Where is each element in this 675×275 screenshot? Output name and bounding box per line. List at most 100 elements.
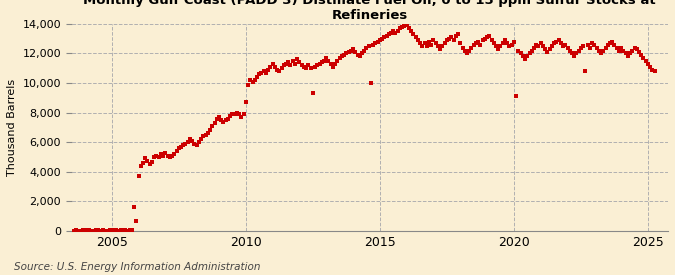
Point — [124, 228, 135, 233]
Point — [573, 48, 584, 53]
Point — [544, 47, 555, 51]
Point — [377, 37, 387, 41]
Point — [558, 44, 568, 48]
Point — [319, 59, 329, 63]
Point — [82, 228, 92, 233]
Point — [336, 54, 347, 59]
Point — [477, 38, 488, 42]
Point — [450, 34, 461, 38]
Point — [529, 45, 539, 50]
Point — [564, 48, 575, 53]
Point — [223, 116, 234, 121]
Point — [162, 153, 173, 158]
Point — [497, 41, 508, 45]
Point — [202, 131, 213, 136]
Point — [649, 69, 660, 73]
Point — [643, 62, 653, 66]
Point — [508, 39, 519, 44]
Point — [622, 54, 633, 59]
Point — [576, 45, 587, 50]
Point — [109, 228, 119, 233]
Point — [213, 115, 224, 119]
Point — [433, 44, 443, 48]
Point — [641, 59, 651, 63]
Point — [493, 47, 504, 51]
Point — [305, 66, 316, 70]
Point — [399, 24, 410, 28]
Point — [327, 65, 338, 69]
Point — [220, 118, 231, 122]
Point — [363, 44, 374, 48]
Point — [406, 29, 416, 34]
Point — [556, 41, 566, 45]
Point — [417, 44, 428, 48]
Point — [560, 42, 570, 47]
Point — [598, 48, 609, 53]
Point — [84, 228, 95, 233]
Point — [435, 47, 446, 51]
Point — [455, 41, 466, 45]
Point — [600, 45, 611, 50]
Point — [638, 56, 649, 60]
Point — [482, 35, 493, 39]
Point — [68, 228, 79, 233]
Point — [176, 144, 186, 149]
Point — [294, 60, 305, 65]
Point — [410, 35, 421, 39]
Point — [104, 228, 115, 233]
Point — [238, 112, 249, 116]
Point — [90, 228, 101, 233]
Point — [288, 59, 298, 63]
Point — [414, 41, 425, 45]
Point — [184, 137, 195, 141]
Point — [589, 42, 599, 47]
Point — [441, 38, 452, 42]
Point — [261, 70, 271, 75]
Point — [321, 56, 331, 60]
Point — [281, 62, 292, 66]
Point — [578, 44, 589, 48]
Point — [140, 156, 151, 161]
Point — [472, 39, 483, 44]
Point — [542, 50, 553, 54]
Point — [412, 38, 423, 42]
Point — [245, 78, 256, 82]
Point — [138, 161, 148, 165]
Point — [196, 137, 207, 141]
Point — [388, 29, 399, 34]
Point — [511, 94, 522, 98]
Point — [645, 65, 655, 69]
Point — [500, 38, 510, 42]
Point — [554, 38, 564, 42]
Point — [627, 48, 638, 53]
Point — [298, 65, 309, 69]
Point — [158, 153, 169, 158]
Point — [426, 42, 437, 47]
Point — [466, 45, 477, 50]
Point — [397, 25, 408, 29]
Point — [462, 51, 472, 56]
Point — [80, 228, 90, 233]
Point — [408, 32, 418, 37]
Point — [93, 228, 104, 233]
Point — [404, 26, 414, 31]
Point — [211, 116, 222, 121]
Point — [464, 48, 475, 53]
Point — [325, 62, 336, 66]
Point — [533, 44, 544, 48]
Point — [614, 48, 624, 53]
Point — [624, 51, 635, 56]
Point — [647, 68, 658, 72]
Point — [524, 51, 535, 56]
Point — [160, 150, 171, 155]
Point — [256, 70, 267, 75]
Point — [227, 112, 238, 116]
Point — [314, 62, 325, 66]
Point — [366, 81, 377, 85]
Point — [332, 59, 343, 63]
Point — [292, 57, 302, 62]
Point — [194, 140, 205, 144]
Point — [182, 140, 193, 144]
Point — [339, 53, 350, 57]
Point — [502, 41, 512, 45]
